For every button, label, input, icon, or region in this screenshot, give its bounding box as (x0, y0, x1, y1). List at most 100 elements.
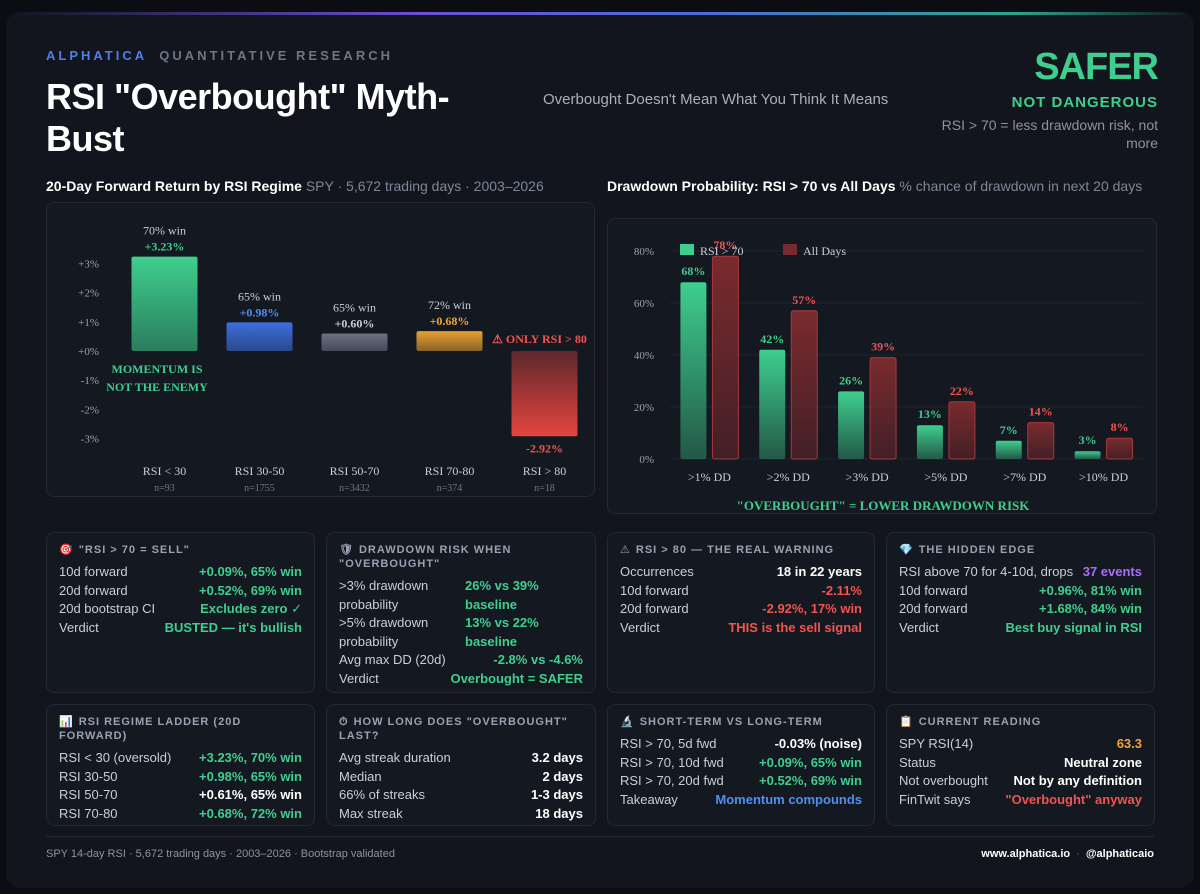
all-days-bar (869, 357, 897, 460)
rsi70-bar (916, 425, 943, 459)
card-title-text: RSI > 80 — THE REAL WARNING (635, 544, 835, 556)
card-title: 🔬 SHORT-TERM VS LONG-TERM (620, 715, 862, 729)
left-chart-title: 20-Day Forward Return by RSI Regime (46, 178, 302, 194)
win-rate-label: 65% win (238, 289, 281, 303)
return-value-label: +0.68% (430, 314, 470, 328)
stat-row: >3% drawdown probability 26% vs 39% basel… (339, 577, 583, 614)
footer-note: SPY 14-day RSI · 5,672 trading days · 20… (46, 848, 395, 860)
stat-label: 10d forward (899, 582, 968, 598)
warning-annotation: ⚠ ONLY RSI > 80 (492, 332, 587, 346)
card-title: 🎯 "RSI > 70 = SELL" (59, 543, 302, 557)
return-bar (226, 322, 293, 351)
stat-value: +1.68%, 84% win (1039, 601, 1142, 616)
footer-handle: @alphaticaio (1085, 848, 1154, 860)
category-label: RSI 50-70 (330, 464, 380, 478)
stat-label: RSI 50-70 (59, 787, 118, 802)
stat-row: Verdict THIS is the sell signal (620, 619, 862, 638)
stat-value: +0.52%, 69% win (199, 582, 302, 598)
microscope-icon: 🔬 (620, 716, 635, 728)
stat-label: Avg streak duration (339, 750, 451, 765)
all-days-bar (790, 310, 818, 460)
stat-row: Status Neutral zone (899, 754, 1142, 773)
stat-row: Avg streak duration 3.2 days (339, 749, 583, 768)
brand-name: ALPHATICA (46, 48, 147, 63)
stat-value: 63.3 (1116, 736, 1142, 751)
clipboard-icon: 📋 (899, 716, 914, 728)
stat-row: SPY RSI(14) 63.3 (899, 735, 1142, 754)
stat-card: 📊 RSI REGIME LADDER (20D FORWARD) RSI < 30… (46, 704, 315, 826)
stat-card: 🎯 "RSI > 70 = SELL" 10d forward +0.09%, 65%… (46, 532, 315, 693)
stat-row: 10d forward +0.09%, 65% win (59, 563, 302, 582)
stat-value: 2 days (542, 768, 583, 784)
stat-value: +0.98%, 65% win (199, 768, 302, 784)
sample-size-label: n=3432 (339, 483, 370, 494)
stat-row: 20d bootstrap CI Excludes zero ✓ (59, 600, 302, 619)
all-days-bar (1027, 422, 1055, 460)
bar-value-label: 39% (871, 340, 895, 354)
card-title-text: CURRENT READING (918, 716, 1042, 728)
chart-caption: "OVERBOUGHT" = LOWER DRAWDOWN RISK (737, 498, 1031, 513)
stat-value: Not by any definition (1013, 773, 1142, 788)
stat-value: +0.52%, 69% win (759, 773, 862, 788)
rsi70-bar (680, 282, 707, 459)
category-label: RSI 30-50 (235, 464, 285, 478)
bar-value-label: 57% (792, 293, 816, 307)
stat-value: Neutral zone (1063, 754, 1142, 770)
verdict-note: RSI > 70 = less drawdown risk, not more (941, 117, 1158, 151)
rsi70-bar (995, 440, 1022, 459)
stat-value: Momentum compounds (715, 791, 862, 807)
shield-icon: 🛡 (339, 544, 354, 556)
stat-label: 20d forward (899, 601, 968, 616)
stat-row: Occurrences 18 in 22 years (620, 563, 862, 582)
drawdown-bar-chart: 80% 60% 40% 20% 0% 68% 78% >1% DD 42% 57% >2% DD 26… (634, 238, 1143, 513)
stat-value: 26% vs 39% baseline (465, 578, 539, 612)
card-title: ⚠ RSI > 80 — THE REAL WARNING (620, 543, 862, 557)
bar-value-label: 14% (1029, 405, 1053, 419)
stat-row: Verdict BUSTED — it's bullish (59, 619, 302, 638)
left-chart-title-line: 20-Day Forward Return by RSI Regime SPY … (46, 177, 606, 195)
stat-row: RSI > 70, 10d fwd +0.09%, 65% win (620, 754, 862, 773)
y-tick-label: 60% (634, 298, 654, 310)
momentum-annotation: MOMENTUM IS NOT THE ENEMY (106, 362, 208, 394)
stat-label: RSI 70-80 (59, 805, 118, 821)
bar-value-label: 8% (1111, 420, 1129, 434)
card-title-text: DRAWDOWN RISK WHEN "OVERBOUGHT" (339, 544, 512, 570)
drawdown-chart-panel: 80% 60% 40% 20% 0% 68% 78% >1% DD 42% 57% >2% DD 26… (607, 218, 1157, 514)
return-value-label: +0.98% (240, 305, 280, 319)
stat-row: FinTwit says "Overbought" anyway (899, 791, 1142, 810)
stat-row: 10d forward -2.11% (620, 582, 862, 601)
y-tick-label: +2% (78, 288, 99, 300)
stat-label: Avg max DD (20d) (339, 652, 446, 667)
stat-label: 10d forward (59, 564, 128, 579)
card-title: 📊 RSI REGIME LADDER (20D FORWARD) (59, 715, 302, 743)
category-label: >2% DD (767, 470, 810, 484)
y-tick-label: +0% (78, 346, 99, 358)
stat-label: Status (899, 754, 936, 770)
stat-label: 66% of streaks (339, 787, 425, 802)
stat-value: BUSTED — it's bullish (164, 619, 302, 635)
stat-label: RSI 30-50 (59, 768, 118, 784)
stat-card: ⏱ HOW LONG DOES "OVERBOUGHT" LAST? Avg str… (326, 704, 596, 826)
y-tick-label: -3% (81, 434, 99, 446)
category-label: >5% DD (924, 470, 967, 484)
stat-label: Verdict (620, 619, 660, 635)
brand-line: ALPHATICA QUANTITATIVE RESEARCH (46, 48, 393, 63)
card-title: ⏱ HOW LONG DOES "OVERBOUGHT" LAST? (339, 715, 583, 743)
stat-label: 20d forward (59, 582, 128, 598)
return-bar (511, 351, 578, 437)
stat-row: 20d forward -2.92%, 17% win (620, 600, 862, 619)
return-bar (416, 331, 483, 351)
sample-size-label: n=18 (534, 483, 555, 494)
sample-size-label: n=1755 (244, 483, 275, 494)
stat-value: +0.61%, 65% win (199, 787, 302, 802)
stat-value: 3.2 days (531, 750, 583, 765)
stat-card: 💎 THE HIDDEN EDGE RSI above 70 for 4-10d, … (886, 532, 1155, 693)
stat-row: RSI above 70 for 4-10d, drops 37 events (899, 563, 1142, 582)
stat-value: 13% vs 22% baseline (465, 615, 539, 649)
warning-icon: ⚠ (620, 544, 631, 556)
card-title-text: THE HIDDEN EDGE (918, 544, 1036, 556)
category-label: >3% DD (846, 470, 889, 484)
stat-label: Verdict (59, 619, 99, 635)
stat-value: "Overbought" anyway (1005, 791, 1142, 807)
y-tick-label: +1% (78, 317, 99, 329)
